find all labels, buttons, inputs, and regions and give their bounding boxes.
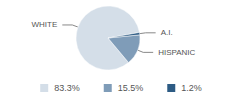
svg-text:HISPANIC: HISPANIC xyxy=(158,48,195,57)
svg-text:15.5%: 15.5% xyxy=(118,83,144,93)
svg-text:83.3%: 83.3% xyxy=(54,83,80,93)
svg-text:WHITE: WHITE xyxy=(32,20,58,29)
svg-text:1.2%: 1.2% xyxy=(181,83,202,93)
svg-text:A.I.: A.I. xyxy=(161,28,173,37)
